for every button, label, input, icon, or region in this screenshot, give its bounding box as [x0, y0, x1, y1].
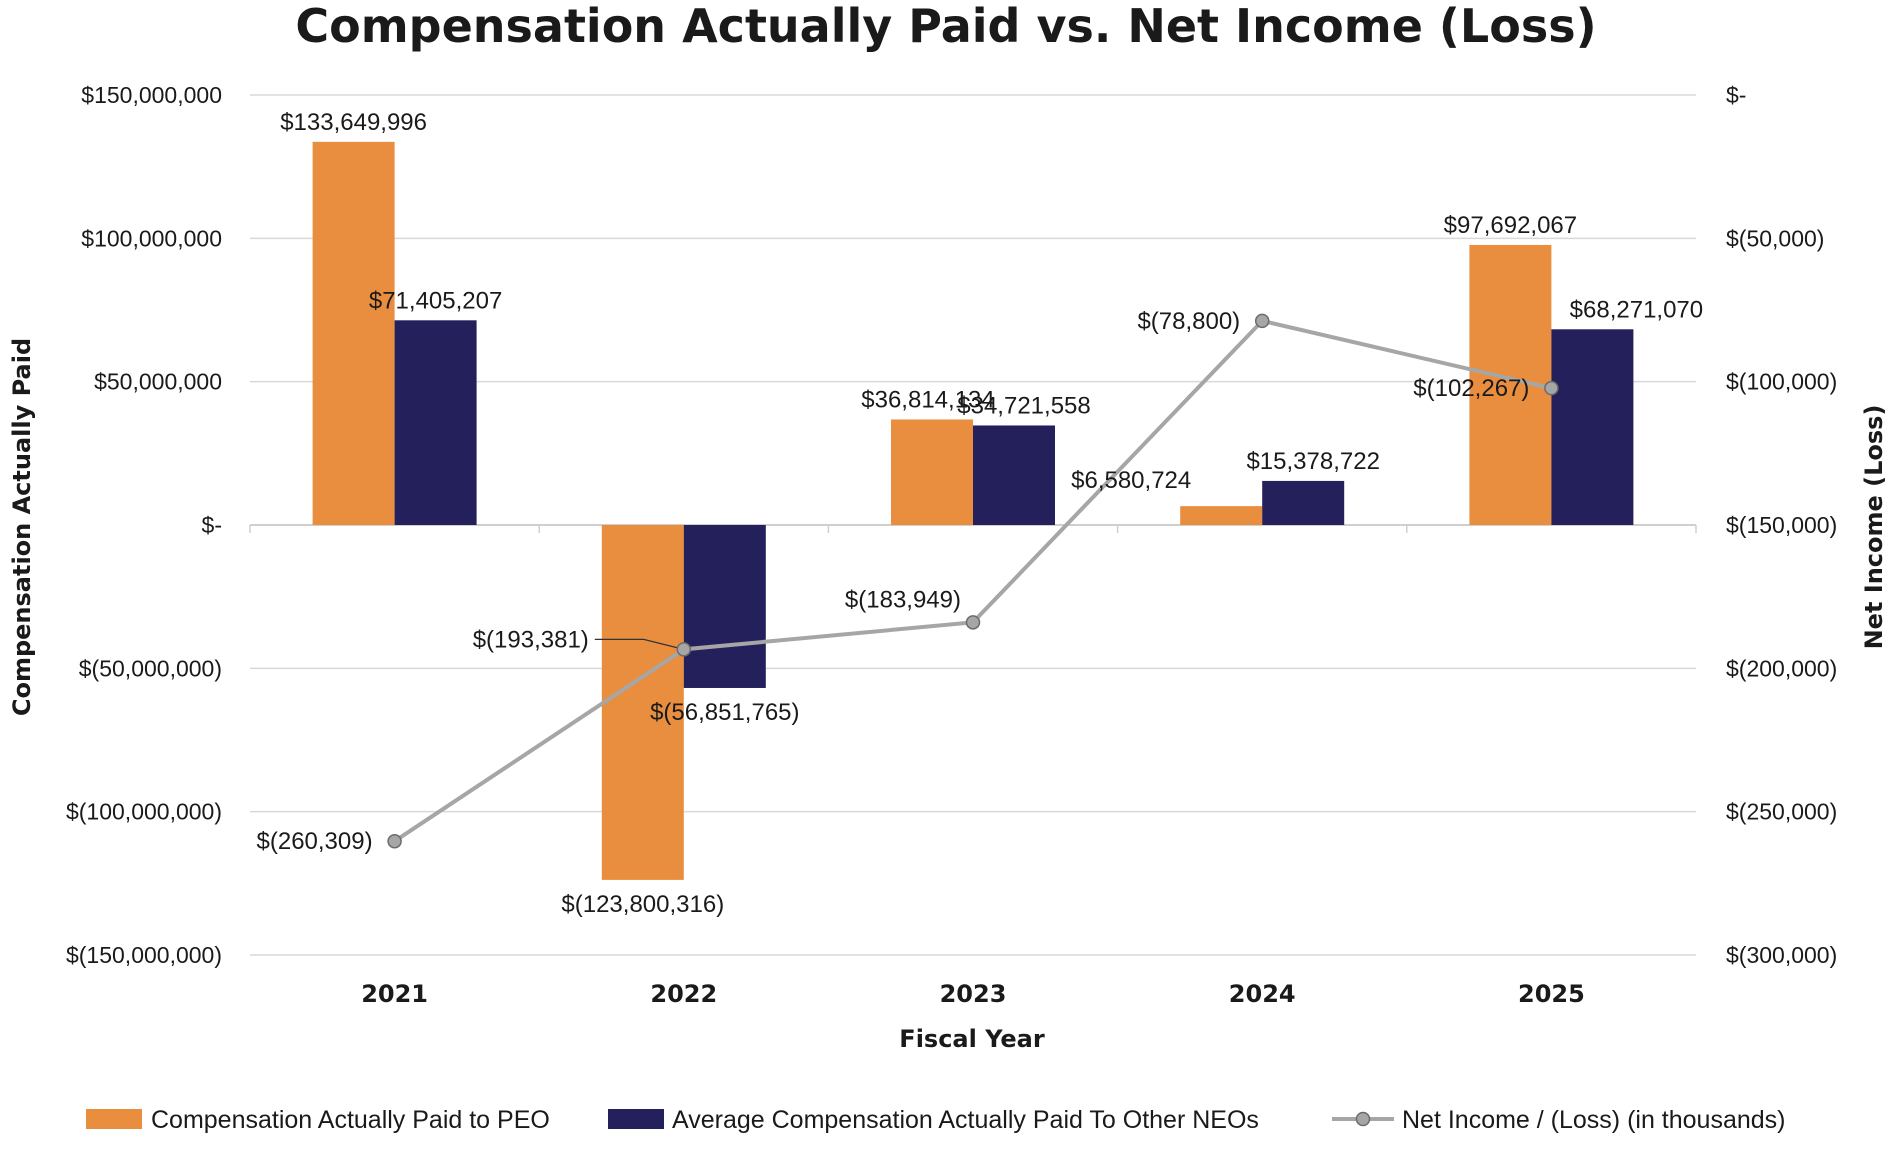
y2-tick-label: $(200,000) [1726, 655, 1837, 681]
net-income-point-2022 [676, 642, 692, 657]
bar-peo-2023 [891, 419, 973, 525]
bars [312, 141, 1634, 880]
x-axis-labels: 2021 2022 2023 2024 2025 [361, 980, 1585, 1008]
y2-tick-label: $(150,000) [1726, 512, 1837, 538]
net-income-point-2023 [965, 615, 981, 630]
y-tick-label: $100,000,000 [81, 225, 222, 251]
net-income-point-2025 [1544, 380, 1559, 396]
net-income-point-2021 [387, 833, 402, 849]
line-data-label: $(102,267) [1413, 375, 1529, 402]
x-tick-label: 2024 [1229, 980, 1296, 1008]
bar-data-label: $71,405,207 [369, 287, 502, 314]
y-tick-label: $50,000,000 [94, 369, 222, 395]
line-data-label: $(78,800) [1137, 308, 1240, 335]
bar-neo-2021 [394, 320, 477, 525]
legend: Compensation Actually Paid to PEO Average… [86, 1106, 1786, 1134]
bar-data-label: $133,649,996 [280, 109, 427, 136]
line-data-label: $(260,309) [257, 828, 373, 855]
bar-data-label: $(123,800,316) [561, 891, 724, 918]
y-axis-right-labels: $- $(50,000) $(100,000) $(150,000) $(200,000… [1726, 82, 1837, 968]
bar-peo-2024 [1180, 506, 1263, 525]
y-tick-label: $(50,000,000) [79, 655, 222, 681]
y-tick-label: $- [202, 512, 222, 538]
y-axis-left-labels: $150,000,000 $100,000,000 $50,000,000 $- $(5… [66, 82, 222, 968]
data-labels: $133,649,996 $(123,800,316) $36,814,134 $6,… [257, 109, 1704, 918]
bar-neo-2023 [973, 425, 1055, 525]
bar-neo-2024 [1262, 480, 1345, 525]
net-income-point-2024 [1254, 313, 1270, 329]
y2-tick-label: $(100,000) [1726, 369, 1837, 395]
y-axis-title-right: Net Income (Loss) [1860, 405, 1888, 650]
legend-swatch-neo [608, 1109, 664, 1129]
y-tick-label: $(100,000,000) [66, 799, 222, 825]
bar-data-label: $68,271,070 [1570, 296, 1703, 323]
legend-label-neo: Average Compensation Actually Paid To Ot… [672, 1106, 1259, 1134]
y2-tick-label: $- [1726, 82, 1746, 108]
bar-data-label: $97,692,067 [1444, 212, 1577, 239]
legend-marker-net-income [1355, 1111, 1371, 1127]
bar-neo-2022 [683, 525, 766, 688]
line-data-label: $(183,949) [845, 586, 961, 613]
bar-peo-2021 [312, 141, 395, 526]
leader-line [594, 638, 684, 650]
bar-data-label: $34,721,558 [957, 392, 1090, 419]
y2-tick-label: $(50,000) [1726, 225, 1824, 251]
bar-data-label: $(56,851,765) [650, 699, 799, 726]
legend-swatch-peo [86, 1109, 142, 1129]
line-data-label: $(193,381) [473, 626, 589, 653]
net-income-line [387, 313, 1559, 849]
bar-neo-2025 [1551, 329, 1634, 525]
chart-title: Compensation Actually Paid vs. Net Incom… [295, 0, 1596, 53]
y-tick-label: $150,000,000 [81, 82, 222, 108]
bar-peo-2022 [601, 525, 684, 880]
bar-data-label: $15,378,722 [1246, 448, 1379, 475]
y2-tick-label: $(300,000) [1726, 942, 1837, 968]
x-tick-label: 2023 [940, 980, 1007, 1008]
bar-data-label: $36,814,134 [861, 386, 994, 413]
legend-label-net-income: Net Income / (Loss) (in thousands) [1402, 1106, 1786, 1134]
x-tick-label: 2025 [1518, 980, 1585, 1008]
legend-label-peo: Compensation Actually Paid to PEO [151, 1106, 550, 1134]
bar-data-label: $6,580,724 [1071, 467, 1191, 494]
x-tick-label: 2022 [650, 980, 717, 1008]
gridlines [249, 94, 1697, 956]
y-tick-label: $(150,000,000) [66, 942, 222, 968]
y-axis-title-left: Compensation Actually Paid [8, 338, 36, 716]
x-tick-label: 2021 [361, 980, 428, 1008]
y2-tick-label: $(250,000) [1726, 799, 1837, 825]
x-axis-title: Fiscal Year [899, 1025, 1045, 1053]
